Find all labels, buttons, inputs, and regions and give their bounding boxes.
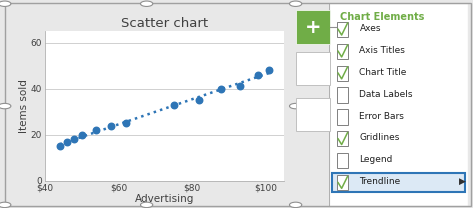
FancyBboxPatch shape (329, 3, 468, 206)
Point (195, 99, 203, 102)
Point (218, 87, 225, 90)
Text: Legend: Legend (359, 155, 393, 164)
Point (236, 85, 244, 88)
Point (265, 69, 273, 72)
FancyBboxPatch shape (337, 153, 348, 168)
Point (107, 124, 115, 127)
Text: +: + (305, 17, 321, 37)
Point (56, 145, 63, 148)
Text: Axis Titles: Axis Titles (359, 46, 405, 55)
Text: Gridlines: Gridlines (359, 134, 400, 142)
Point (170, 103, 177, 106)
Text: Chart Title: Chart Title (359, 68, 407, 77)
Title: Scatter chart: Scatter chart (121, 17, 208, 30)
Text: Chart Elements: Chart Elements (340, 12, 424, 22)
Point (63, 140, 71, 144)
FancyBboxPatch shape (337, 66, 348, 81)
Point (254, 73, 262, 77)
Text: Trendline: Trendline (359, 177, 401, 186)
Point (78, 133, 86, 136)
Text: Data Labels: Data Labels (359, 90, 413, 99)
Point (93, 129, 100, 132)
Text: ▶: ▶ (459, 177, 465, 186)
FancyBboxPatch shape (337, 22, 348, 37)
Point (70, 138, 78, 141)
FancyBboxPatch shape (337, 88, 348, 103)
Text: Axes: Axes (359, 24, 381, 33)
Polygon shape (302, 104, 323, 125)
FancyBboxPatch shape (337, 109, 348, 125)
X-axis label: Advertising: Advertising (135, 194, 194, 204)
FancyBboxPatch shape (332, 173, 465, 192)
Y-axis label: Items sold: Items sold (19, 79, 29, 133)
FancyBboxPatch shape (337, 44, 348, 59)
Text: Error Bars: Error Bars (359, 111, 404, 121)
FancyBboxPatch shape (337, 131, 348, 146)
FancyBboxPatch shape (337, 175, 348, 190)
Point (122, 122, 130, 125)
